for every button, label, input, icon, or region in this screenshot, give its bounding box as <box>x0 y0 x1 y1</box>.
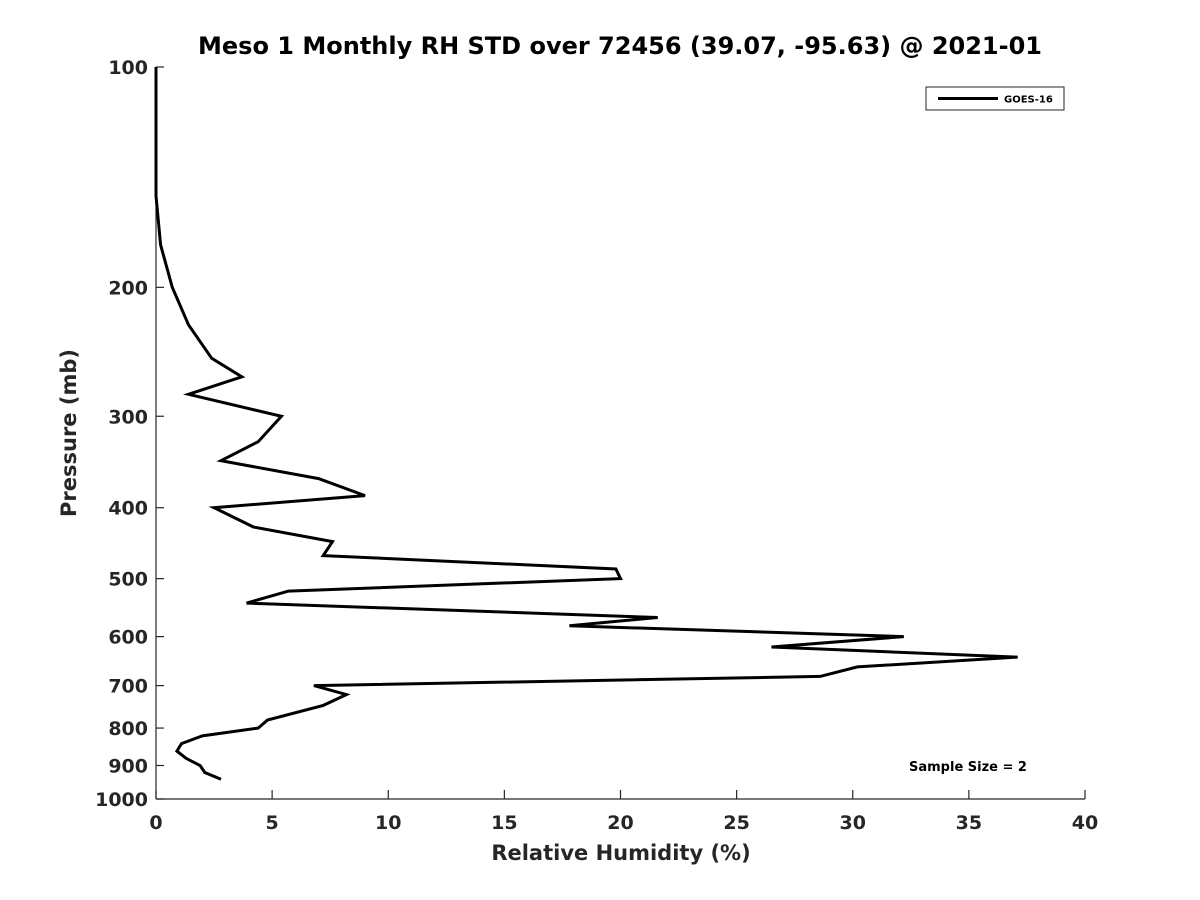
y-tick-label: 600 <box>108 627 148 649</box>
y-tick-label: 900 <box>108 756 148 778</box>
y-tick-label: 300 <box>108 406 148 428</box>
x-tick-label: 0 <box>149 812 162 834</box>
y-tick-label: 1000 <box>95 789 148 811</box>
legend-label: GOES-16 <box>1004 95 1053 106</box>
sample-size-annotation: Sample Size = 2 <box>909 760 1027 775</box>
x-tick-label: 30 <box>840 812 866 834</box>
x-axis-label: Relative Humidity (%) <box>491 841 750 865</box>
x-tick-label: 25 <box>723 812 749 834</box>
x-tick-label: 15 <box>491 812 517 834</box>
y-tick-label: 200 <box>108 277 148 299</box>
y-tick-label: 500 <box>108 569 148 591</box>
chart-title: Meso 1 Monthly RH STD over 72456 (39.07,… <box>198 32 1042 60</box>
x-tick-label: 5 <box>266 812 279 834</box>
y-tick-label: 100 <box>108 57 148 79</box>
x-tick-label: 20 <box>607 812 633 834</box>
y-tick-label: 800 <box>108 718 148 740</box>
x-tick-label: 35 <box>956 812 982 834</box>
y-tick-label: 700 <box>108 676 148 698</box>
x-tick-label: 40 <box>1072 812 1098 834</box>
y-axis-label: Pressure (mb) <box>57 349 81 517</box>
series-line-goes16 <box>154 67 1018 781</box>
x-tick-label: 10 <box>375 812 401 834</box>
y-tick-label: 400 <box>108 498 148 520</box>
plot-area: 0 5 10 15 20 25 30 35 40 100 200 300 400 500 600 700 800… <box>95 57 1098 834</box>
